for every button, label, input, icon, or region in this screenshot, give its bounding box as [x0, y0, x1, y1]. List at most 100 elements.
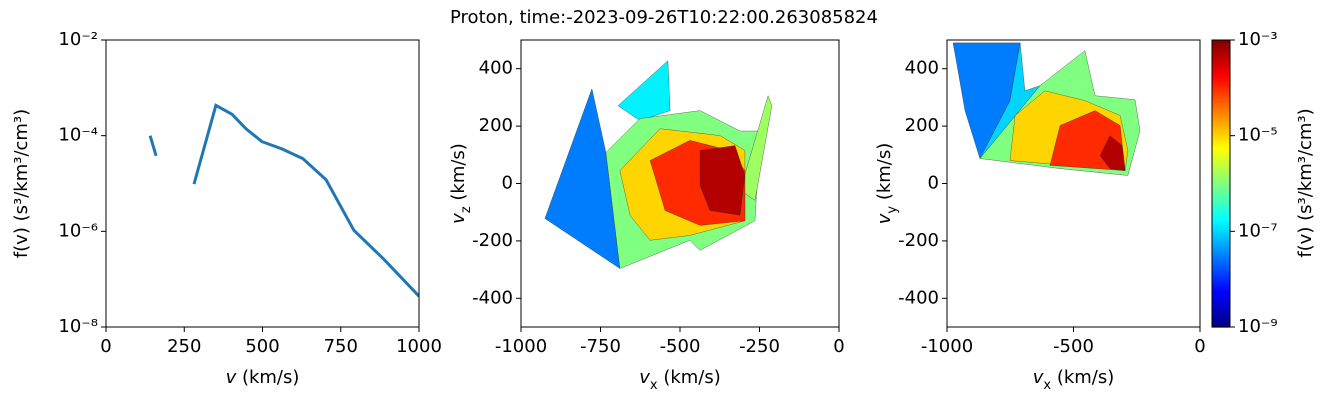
- colorbar-stripe: [1212, 271, 1230, 275]
- data-line: [148, 103, 419, 298]
- colorbar-stripe: [1212, 118, 1230, 122]
- colorbar-stripe: [1212, 42, 1230, 46]
- colorbar-stripe: [1212, 97, 1230, 101]
- contour-region: [739, 94, 773, 201]
- axis-label: v (km/s): [226, 367, 300, 388]
- colorbar-stripe: [1212, 80, 1230, 84]
- colorbar-stripe: [1212, 250, 1230, 254]
- colorbar-stripe: [1212, 44, 1230, 48]
- axis-var: v: [639, 367, 650, 388]
- colorbar-stripe: [1212, 317, 1230, 321]
- colorbar-stripe: [1212, 260, 1230, 264]
- colorbar-stripe: [1212, 324, 1230, 328]
- axis-label: vx (km/s): [1033, 367, 1115, 393]
- colorbar-stripe: [1212, 99, 1230, 103]
- x-tick-label: -1000: [495, 336, 547, 357]
- colorbar-stripe: [1212, 305, 1230, 309]
- colorbar-stripe: [1212, 228, 1230, 232]
- colorbar-stripe: [1212, 257, 1230, 261]
- axis-var: v: [448, 213, 469, 224]
- colorbar-stripe: [1212, 267, 1230, 271]
- colorbar-stripe: [1212, 159, 1230, 163]
- axis-unit: (km/s): [874, 143, 895, 206]
- colorbar-stripe: [1212, 236, 1230, 240]
- colorbar-stripe: [1212, 130, 1230, 134]
- colorbar-stripe: [1212, 303, 1230, 307]
- colorbar-stripe: [1212, 71, 1230, 75]
- axis-sub: y: [885, 206, 900, 214]
- colorbar-stripe: [1212, 207, 1230, 211]
- x-tick-label: -500: [1053, 336, 1094, 357]
- colorbar-stripe: [1212, 245, 1230, 249]
- axis-label: vx (km/s): [639, 367, 721, 393]
- axis-sub: x: [650, 378, 658, 393]
- colorbar-stripe: [1212, 190, 1230, 194]
- colorbar-stripe: [1212, 109, 1230, 113]
- colorbar-stripe: [1212, 166, 1230, 170]
- axis-unit: (km/s): [236, 367, 299, 388]
- colorbar-stripe: [1212, 252, 1230, 256]
- colorbar-stripe: [1212, 78, 1230, 82]
- colorbar-stripe: [1212, 195, 1230, 199]
- colorbar-stripe: [1212, 157, 1230, 161]
- colorbar-stripe: [1212, 95, 1230, 98]
- colorbar-stripe: [1212, 288, 1230, 292]
- y-tick-label: 10⁻⁶: [58, 220, 98, 241]
- colorbar-stripe: [1212, 214, 1230, 218]
- colorbar-stripe: [1212, 315, 1230, 319]
- colorbar-stripe: [1212, 291, 1230, 295]
- colorbar-stripe: [1212, 176, 1230, 180]
- colorbar-stripe: [1212, 133, 1230, 137]
- colorbar-stripe: [1212, 83, 1230, 87]
- colorbar-stripe: [1212, 123, 1230, 127]
- colorbar-stripe: [1212, 54, 1230, 58]
- figure-title: Proton, time:-2023-09-26T10:22:00.263085…: [450, 7, 878, 28]
- colorbar-stripe: [1212, 286, 1230, 290]
- colorbar-stripe: [1212, 61, 1230, 65]
- x-tick-label: 500: [245, 336, 279, 357]
- x-tick-label: -750: [580, 336, 621, 357]
- colorbar-stripe: [1212, 161, 1230, 165]
- colorbar-stripe: [1212, 205, 1230, 209]
- colorbar-stripe: [1212, 116, 1230, 120]
- colorbar-stripe: [1212, 233, 1230, 237]
- colorbar-stripe: [1212, 264, 1230, 268]
- y-tick-label: 200: [905, 115, 939, 136]
- colorbar-stripe: [1212, 216, 1230, 220]
- plot-area: [544, 60, 773, 270]
- colorbar-stripe: [1212, 128, 1230, 132]
- colorbar-stripe: [1212, 219, 1230, 223]
- axis-sub: z: [459, 206, 474, 213]
- colorbar-stripe: [1212, 197, 1230, 201]
- colorbar-stripe: [1212, 202, 1230, 206]
- colorbar-stripe: [1212, 114, 1230, 118]
- axis-var: v: [226, 367, 237, 388]
- axis-unit: (km/s): [1051, 367, 1114, 388]
- y-tick-label: -200: [472, 230, 513, 251]
- colorbar-stripe: [1212, 87, 1230, 91]
- x-tick-label: 0: [833, 336, 844, 357]
- colorbar-stripe: [1212, 135, 1230, 139]
- colorbar-tick-label: 10⁻³: [1238, 29, 1278, 50]
- colorbar-stripe: [1212, 319, 1230, 323]
- colorbar-stripe: [1212, 51, 1230, 55]
- axis-label: vz (km/s): [448, 143, 474, 224]
- colorbar-stripe: [1212, 102, 1230, 106]
- colorbar-stripe: [1212, 295, 1230, 299]
- colorbar-stripe: [1212, 75, 1230, 79]
- colorbar-stripe: [1212, 243, 1230, 247]
- axis-label: f(v) (s³/km³/cm³): [11, 109, 32, 258]
- y-tick-label: 10⁻⁸: [58, 316, 98, 337]
- x-tick-label: -1000: [921, 336, 973, 357]
- colorbar-stripe: [1212, 262, 1230, 266]
- colorbar-stripe: [1212, 255, 1230, 259]
- x-tick-label: 1000: [396, 336, 442, 357]
- colorbar-stripe: [1212, 66, 1230, 70]
- colorbar-stripe: [1212, 226, 1230, 230]
- colorbar-stripe: [1212, 274, 1230, 278]
- colorbar-stripe: [1212, 307, 1230, 311]
- colorbar-stripe: [1212, 276, 1230, 280]
- colorbar-stripe: [1212, 49, 1230, 53]
- colorbar-stripe: [1212, 298, 1230, 302]
